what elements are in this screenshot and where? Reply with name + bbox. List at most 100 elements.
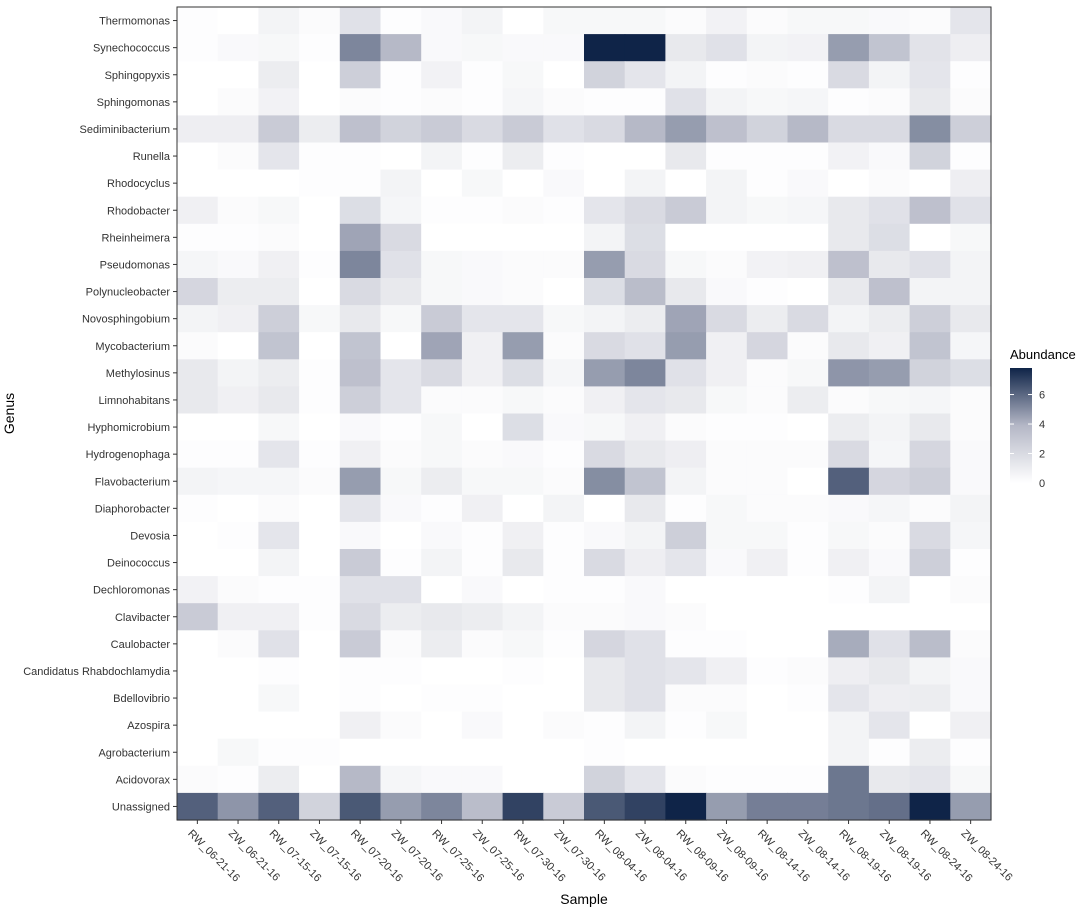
heatmap-cell: [421, 332, 463, 360]
heatmap-cell: [909, 467, 951, 496]
heatmap-cells: [177, 7, 992, 821]
heatmap-cell: [706, 196, 748, 225]
heatmap-cell: [868, 440, 911, 469]
heatmap-cell: [624, 305, 666, 333]
heatmap-cell: [787, 169, 829, 198]
heatmap-cell: [624, 88, 666, 116]
heatmap-cell: [502, 88, 544, 116]
heatmap-cell: [624, 250, 666, 279]
heatmap-cell: [665, 657, 707, 686]
heatmap-cell: [624, 332, 666, 360]
y-tick-label: Clavibacter: [115, 612, 170, 624]
heatmap-cell: [787, 765, 829, 794]
heatmap-cell: [461, 792, 504, 821]
heatmap-cell: [787, 549, 829, 577]
heatmap-cell: [868, 305, 911, 333]
heatmap-cell: [868, 88, 911, 116]
heatmap-cell: [665, 684, 707, 713]
heatmap-cell: [543, 549, 585, 577]
heatmap-cell: [543, 494, 585, 523]
heatmap-cell: [421, 630, 463, 658]
heatmap-cell: [665, 278, 707, 306]
heatmap-cell: [258, 250, 300, 279]
heatmap-cell: [787, 359, 829, 387]
heatmap-cell: [421, 765, 463, 794]
heatmap-cell: [665, 440, 707, 469]
heatmap-cell: [299, 792, 341, 821]
heatmap-cell: [584, 711, 626, 740]
heatmap-cell: [299, 332, 341, 360]
heatmap-cell: [543, 386, 585, 415]
heatmap-cell: [909, 386, 951, 415]
heatmap-cell: [665, 467, 707, 496]
heatmap-cell: [828, 792, 870, 821]
heatmap-cell: [584, 576, 626, 604]
heatmap-cell: [868, 7, 911, 35]
heatmap-cell: [950, 250, 992, 279]
heatmap-cell: [665, 738, 707, 767]
heatmap-cell: [177, 657, 219, 686]
heatmap-cell: [787, 576, 829, 604]
heatmap-cell: [950, 792, 992, 821]
heatmap-cell: [299, 738, 341, 767]
legend-tick-label: 0: [1039, 478, 1045, 490]
heatmap-cell: [828, 250, 870, 279]
heatmap-cell: [461, 142, 504, 171]
heatmap-cell: [339, 467, 382, 496]
heatmap-cell: [746, 386, 789, 415]
heatmap-cell: [706, 521, 748, 550]
heatmap-cell: [787, 250, 829, 279]
heatmap-cell: [258, 440, 300, 469]
y-tick-label: Diaphorobacter: [95, 503, 171, 515]
heatmap-cell: [868, 278, 911, 306]
heatmap-cell: [665, 792, 707, 821]
heatmap-cell: [502, 386, 544, 415]
heatmap-cell: [543, 250, 585, 279]
heatmap-cell: [584, 359, 626, 387]
heatmap-cell: [746, 657, 789, 686]
heatmap-cell: [950, 494, 992, 523]
heatmap-cell: [339, 305, 382, 333]
heatmap-cell: [217, 630, 259, 658]
heatmap-cell: [461, 61, 504, 89]
heatmap-cell: [299, 413, 341, 442]
heatmap-cell: [543, 7, 585, 35]
heatmap-cell: [380, 657, 422, 686]
heatmap-cell: [543, 684, 585, 713]
heatmap-cell: [543, 169, 585, 198]
heatmap-cell: [461, 196, 504, 225]
heatmap-cell: [950, 278, 992, 306]
y-tick-label: Caulobacter: [111, 639, 171, 651]
heatmap-cell: [217, 196, 259, 225]
heatmap-cell: [217, 305, 259, 333]
heatmap-cell: [624, 630, 666, 658]
heatmap-cell: [177, 521, 219, 550]
y-tick-label: Runella: [133, 151, 171, 163]
y-tick-label: Bdellovibrio: [113, 693, 170, 705]
heatmap-cell: [868, 115, 911, 144]
heatmap-cell: [502, 630, 544, 658]
y-tick-label: Thermomonas: [99, 16, 170, 28]
heatmap-cell: [624, 386, 666, 415]
heatmap-cell: [950, 115, 992, 144]
heatmap-cell: [461, 576, 504, 604]
heatmap-cell: [706, 440, 748, 469]
heatmap-cell: [502, 413, 544, 442]
heatmap-cell: [787, 278, 829, 306]
heatmap-cell: [584, 61, 626, 89]
heatmap-cell: [868, 765, 911, 794]
heatmap-cell: [909, 549, 951, 577]
heatmap-cell: [950, 88, 992, 116]
heatmap-cell: [624, 196, 666, 225]
heatmap-cell: [787, 223, 829, 252]
heatmap-cell: [339, 34, 382, 62]
heatmap-cell: [421, 738, 463, 767]
heatmap-cell: [380, 250, 422, 279]
heatmap-cell: [909, 278, 951, 306]
heatmap-cell: [787, 142, 829, 171]
heatmap-cell: [706, 142, 748, 171]
heatmap-cell: [502, 169, 544, 198]
heatmap-cell: [868, 332, 911, 360]
heatmap-cell: [339, 603, 382, 631]
heatmap-cell: [543, 359, 585, 387]
